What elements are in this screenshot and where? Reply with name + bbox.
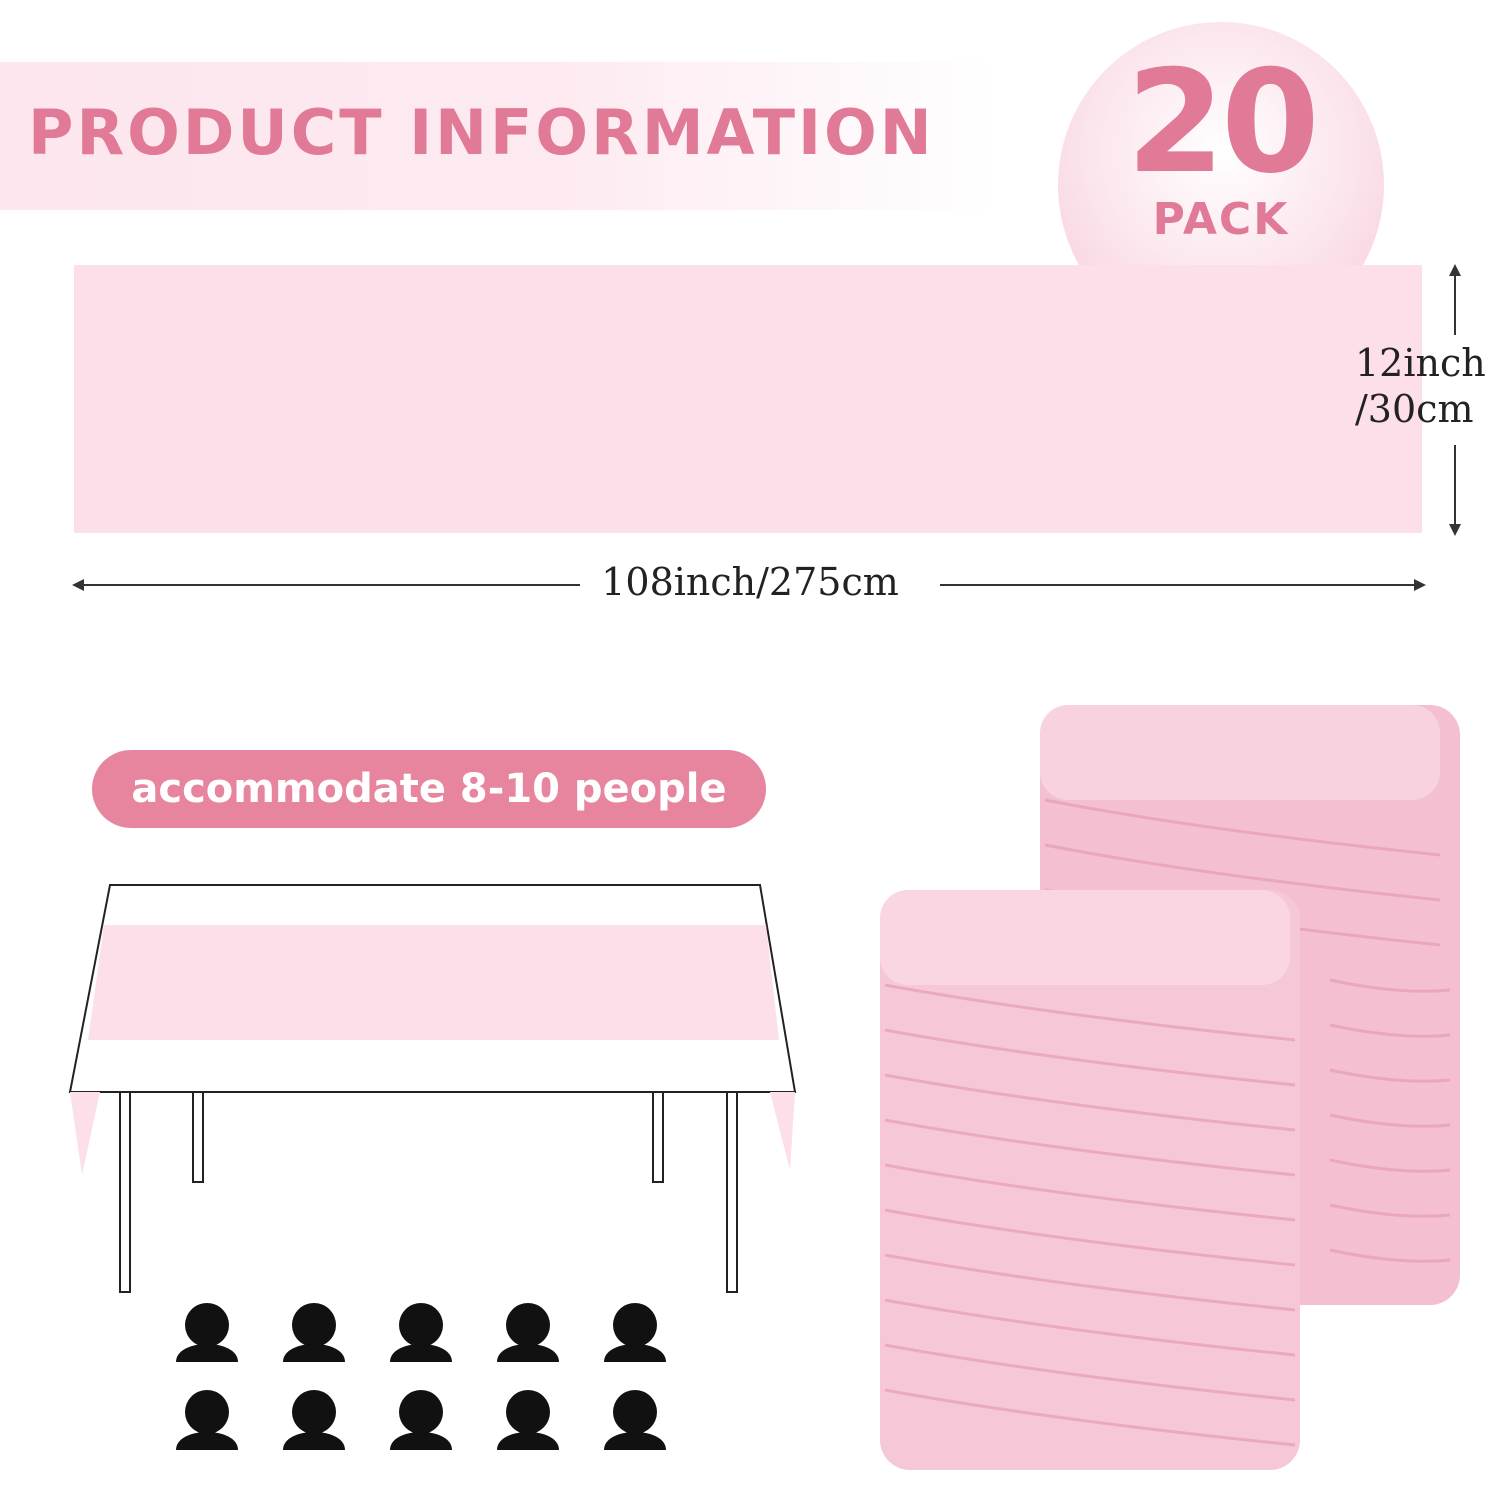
folded-stack-front [880,890,1300,1470]
pack-count: 20 [1126,40,1320,205]
height-inch: 12inch [1355,341,1486,385]
length-label: 108inch/275cm [589,560,911,604]
person-icon [176,1303,238,1362]
person-icon [497,1390,559,1450]
length-dimension: 108inch/275cm [0,560,1500,604]
person-icon [604,1303,666,1362]
person-icon [604,1390,666,1450]
capacity-pill: accommodate 8-10 people [92,750,766,828]
banner-title: PRODUCT INFORMATION [28,96,935,169]
people-icons [176,1303,666,1450]
person-icon [283,1303,345,1362]
person-icon [497,1303,559,1362]
person-icon [283,1390,345,1450]
table-drawing [68,884,797,1293]
height-dimension: 12inch /30cm [1355,340,1486,432]
height-cm: /30cm [1355,387,1474,431]
pack-label: PACK [1152,194,1290,245]
person-icon [390,1303,452,1362]
person-icon [390,1390,452,1450]
banner-background [0,62,1000,210]
table-runner-illustration [74,265,1422,533]
person-icon [176,1390,238,1450]
